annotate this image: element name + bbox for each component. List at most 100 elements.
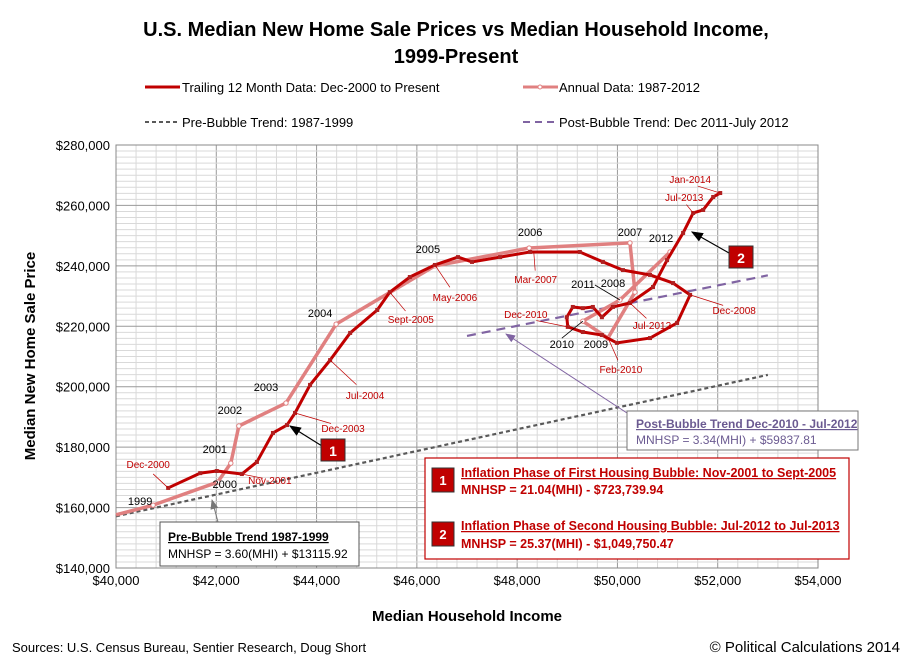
callout-marker-1: 1: [288, 425, 346, 462]
annual-data-point: [215, 479, 221, 485]
annual-data-point: [228, 460, 234, 466]
year-label: 2003: [254, 382, 278, 394]
legend-label-trailing: Trailing 12 Month Data: Dec-2000 to Pres…: [182, 80, 440, 95]
y-tick-label: $240,000: [56, 259, 110, 274]
y-tick-label: $140,000: [56, 561, 110, 576]
y-tick-label: $160,000: [56, 501, 110, 516]
y-axis-label: Median New Home Sale Price: [22, 252, 39, 460]
year-label: 2011: [571, 279, 595, 291]
bubble-phases-box: 1 Inflation Phase of First Housing Bubbl…: [424, 457, 850, 560]
trailing-data-point: [620, 268, 625, 273]
year-label: 2001: [203, 444, 227, 456]
annual-data-point: [627, 240, 633, 246]
point-label-leader: [629, 302, 647, 319]
year-label: 2010: [550, 339, 574, 351]
point-label-leader: [536, 320, 568, 328]
y-tick-label: $180,000: [56, 440, 110, 455]
chart-title-line-1: U.S. Median New Home Sale Prices vs Medi…: [143, 19, 769, 41]
pre-trend-arrow: [210, 499, 219, 523]
annual-data-point: [236, 423, 242, 429]
annual-data-point: [283, 400, 289, 406]
trailing-data-point: [270, 430, 275, 435]
year-label: 2000: [213, 479, 237, 491]
annual-data-point: [632, 289, 638, 295]
trailing-data-point: [254, 459, 259, 464]
trailing-data-point: [701, 207, 706, 212]
trailing-data-point: [214, 469, 219, 474]
post-trend-equation: MNHSP = 3.34(MHI) + $59837.81: [636, 433, 817, 447]
point-label-leader: [389, 291, 406, 312]
point-label: Dec-2008: [712, 306, 756, 317]
legend-marker-annual: [537, 84, 543, 90]
annual-data-point: [526, 245, 532, 251]
marker-2-box: [728, 245, 754, 269]
annual-data-point: [333, 321, 339, 327]
point-label-leader: [690, 294, 724, 306]
point-label: Jul-2012: [633, 321, 672, 332]
x-tick-label: $48,000: [494, 573, 541, 588]
trailing-data-point: [580, 330, 585, 335]
series-layer: [115, 191, 769, 518]
x-tick-label: $54,000: [795, 573, 842, 588]
trailing-data-point: [198, 471, 203, 476]
y-tick-label: $280,000: [56, 138, 110, 153]
post-trend-title: Post-Bubble Trend Dec-2010 - Jul-2012: [636, 417, 858, 431]
marker-2-label: 2: [737, 250, 745, 266]
legend-label-annual: Annual Data: 1987-2012: [559, 80, 700, 95]
trailing-data-point: [577, 249, 582, 254]
x-tick-label: $52,000: [694, 573, 741, 588]
trailing-data-point: [528, 249, 533, 254]
legend-label-post-trend: Post-Bubble Trend: Dec 2011-July 2012: [559, 115, 789, 130]
trailing-data-point: [590, 304, 595, 309]
year-label: 2002: [218, 405, 242, 417]
trailing-data-point: [600, 259, 605, 264]
point-label-leader: [152, 473, 169, 489]
trailing-data-point: [671, 281, 676, 286]
point-label: Dec-2003: [321, 424, 365, 435]
axes: $40,000 $42,000 $44,000 $46,000 $48,000 $50,0…: [56, 138, 842, 588]
marker-1-label: 1: [329, 443, 337, 459]
bubble-2-equation: MNHSP = 25.37(MHI) - $1,049,750.47: [461, 537, 674, 551]
callout-marker-2: 2: [690, 231, 754, 269]
point-label-leader: [241, 473, 263, 479]
trailing-data-point: [610, 304, 615, 309]
x-tick-label: $50,000: [594, 573, 641, 588]
trailing-data-point: [648, 272, 653, 277]
x-tick-label: $40,000: [93, 573, 140, 588]
arrow-1: [288, 425, 323, 447]
trailing-data-point: [665, 258, 670, 263]
point-label: May-2006: [433, 293, 478, 304]
trailing-data-point: [375, 307, 380, 312]
bubble-1-equation: MNHSP = 21.04(MHI) - $723,739.94: [461, 483, 663, 497]
legend: Trailing 12 Month Data: Dec-2000 to Pres…: [145, 80, 789, 130]
trailing-data-point: [564, 315, 569, 320]
point-label: Dec-2000: [126, 460, 170, 471]
year-label: 1999: [128, 496, 152, 508]
x-tick-label: $44,000: [293, 573, 340, 588]
point-label-leader: [294, 412, 332, 424]
point-label-leader: [686, 204, 694, 214]
post-trend-arrow: [505, 333, 628, 414]
point-label-leader: [533, 251, 536, 271]
year-label-leader: [594, 284, 621, 301]
year-label: 2012: [649, 233, 673, 245]
trailing-data-point: [599, 333, 604, 338]
y-tick-label: $260,000: [56, 198, 110, 213]
arrow-2: [690, 231, 730, 254]
marker-1-box: [320, 438, 346, 462]
trailing-data-point: [498, 255, 503, 260]
x-tick-label: $42,000: [193, 573, 240, 588]
trailing-data-point: [455, 255, 460, 260]
point-label: Mar-2007: [514, 275, 557, 286]
point-label-leader: [697, 185, 721, 194]
pre-trend-equation: MNHSP = 3.60(MHI) + $13115.92: [168, 547, 348, 561]
year-label: 2009: [584, 339, 608, 351]
pre-trend-title: Pre-Bubble Trend 1987-1999: [168, 530, 329, 544]
trailing-data-point: [407, 275, 412, 280]
point-label-leader: [608, 339, 619, 361]
point-labels: 1999 2000 2001 2002 2003 2004 2005 2006 2007 2008…: [126, 175, 756, 508]
chart-title-line-2: 1999-Present: [394, 46, 519, 68]
point-label: Nov-2001: [248, 476, 292, 487]
